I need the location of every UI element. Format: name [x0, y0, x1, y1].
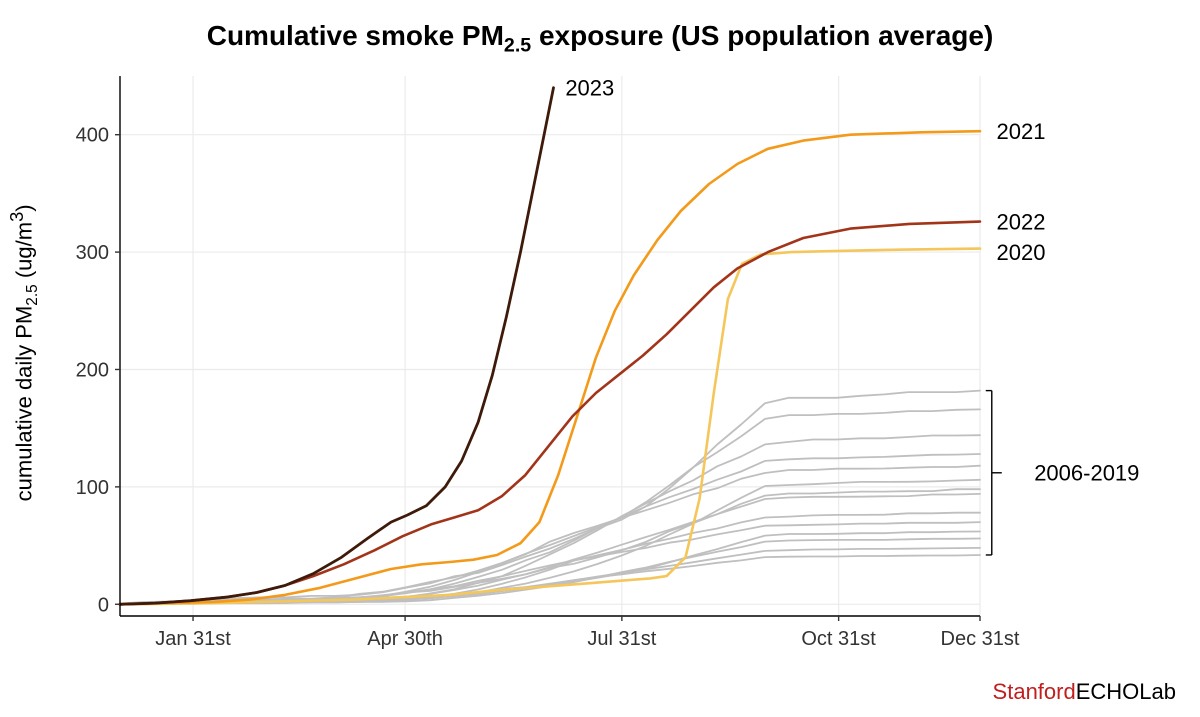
- series-label: 2023: [565, 75, 614, 100]
- attribution-red: Stanford: [993, 679, 1076, 704]
- y-tick-label: 400: [76, 125, 109, 147]
- y-tick-label: 200: [76, 359, 109, 381]
- historic-line: [120, 454, 980, 604]
- x-tick-label: Oct 31st: [801, 628, 876, 650]
- y-tick-label: 300: [76, 242, 109, 264]
- historic-line: [120, 513, 980, 605]
- x-tick-label: Jan 31st: [155, 628, 231, 650]
- chart-container: Cumulative smoke PM2.5 exposure (US popu…: [0, 0, 1200, 717]
- series-label: 2020: [996, 240, 1045, 265]
- series-y2020: [120, 249, 980, 605]
- historic-line: [120, 522, 980, 604]
- series-label: 2021: [996, 119, 1045, 144]
- series-label: 2022: [996, 209, 1045, 234]
- x-tick-label: Apr 30th: [367, 628, 443, 650]
- y-tick-label: 100: [76, 477, 109, 499]
- x-tick-label: Jul 31st: [587, 628, 656, 650]
- attribution: StanfordECHOLab: [993, 679, 1176, 705]
- x-tick-label: Dec 31st: [941, 628, 1020, 650]
- series-y2023: [120, 88, 554, 605]
- attribution-black: ECHOLab: [1076, 679, 1176, 704]
- series-y2022: [120, 222, 980, 605]
- historic-line: [120, 555, 980, 604]
- historic-range-label: 2006-2019: [1034, 460, 1139, 485]
- y-tick-label: 0: [98, 594, 109, 616]
- chart-svg: Jan 31st Apr 30th Jul 31st Oct 31st Dec 31st…: [0, 0, 1200, 717]
